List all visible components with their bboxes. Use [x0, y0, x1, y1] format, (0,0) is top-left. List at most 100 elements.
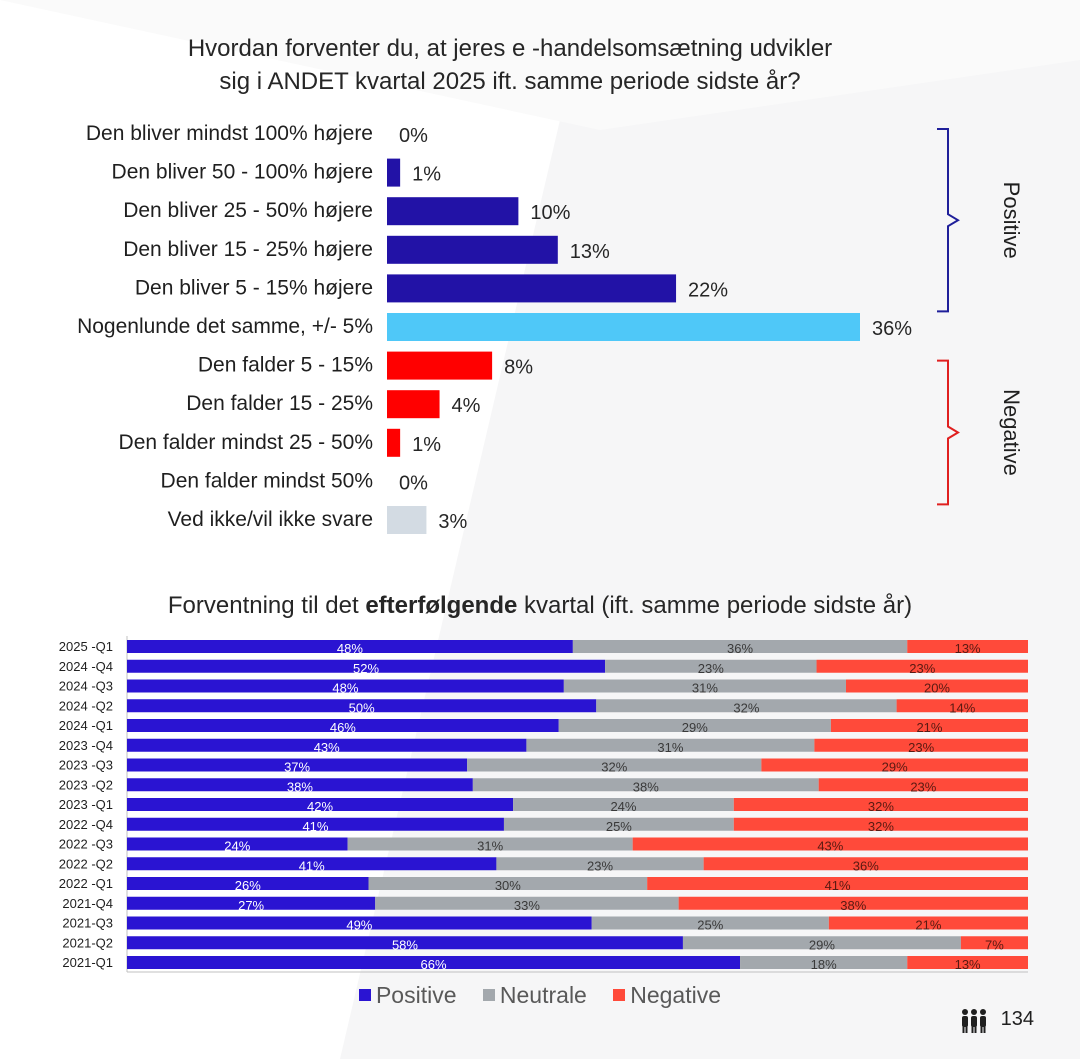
bar-segment-positive: [127, 857, 497, 871]
bar: [387, 274, 677, 303]
bar-segment-negative: [703, 857, 1028, 871]
category-label: Den bliver mindst 100% højere: [86, 122, 373, 145]
category-label: Nogenlunde det samme, +/- 5%: [77, 315, 373, 338]
bar-segment-neutrale: [591, 916, 829, 930]
bar-segment-negative: [828, 916, 1028, 930]
bar-segment-negative: [818, 778, 1028, 792]
data-label: 23%: [909, 661, 935, 676]
data-label: 1%: [412, 434, 441, 456]
legend-label-positive: Positive: [375, 982, 457, 1008]
data-label: 50%: [349, 700, 375, 715]
bar-segment-positive: [127, 640, 573, 653]
bar-segment-positive: [127, 699, 597, 713]
bar: [387, 428, 401, 457]
category-label: Den bliver 5 - 15% højere: [135, 276, 373, 299]
data-label: 20%: [924, 681, 950, 696]
bar-segment-neutrale: [558, 719, 831, 732]
data-label: 13%: [955, 641, 981, 656]
data-label: 10%: [530, 202, 570, 224]
stacked-chart-title: Forventning til det efterfølgende kvarta…: [60, 592, 1020, 620]
data-label: 31%: [657, 740, 683, 755]
data-label: 0%: [399, 472, 428, 494]
bar-segment-neutrale: [596, 699, 897, 713]
legend-swatch-positive: [358, 989, 371, 1001]
bar-segment-neutrale: [375, 896, 679, 910]
category-label: 2023 -Q3: [59, 758, 113, 773]
category-label: 2023 -Q1: [59, 797, 113, 812]
data-label: 18%: [811, 957, 837, 972]
data-label: 32%: [733, 700, 759, 715]
bar-segment-neutrale: [740, 956, 908, 969]
group-label: Negative: [999, 389, 1024, 476]
data-label: 38%: [633, 779, 659, 794]
bar-segment-neutrale: [467, 758, 762, 772]
category-label: Ved ikke/vil ikke svare: [168, 508, 373, 531]
category-label: 2022 -Q4: [59, 817, 113, 832]
data-label: 43%: [817, 839, 843, 854]
group-label: Positive: [999, 182, 1024, 259]
stacked-bar-chart: 2025 -Q1 48% 36% 13% 2024 -Q4 52% 23% 23% 2024 -…: [59, 636, 1028, 973]
data-label: 32%: [868, 799, 894, 814]
category-label: 2024 -Q1: [59, 718, 113, 733]
data-label: 41%: [302, 819, 328, 834]
data-label: 46%: [330, 720, 356, 735]
category-label: Den bliver 15 - 25% højere: [123, 238, 373, 261]
bar-segment-positive: [127, 837, 348, 851]
bar-segment-negative: [960, 936, 1028, 950]
bar-segment-neutrale: [496, 857, 704, 871]
chart-title-line-2: sig i ANDET kvartal 2025 ift. samme peri…: [219, 68, 801, 95]
data-label: 32%: [868, 819, 894, 834]
category-label: Den bliver 25 - 50% højere: [123, 199, 373, 222]
category-label: 2025 -Q1: [59, 639, 113, 654]
data-label: 21%: [915, 918, 941, 933]
data-label: 37%: [284, 760, 310, 775]
stacked-chart-title-bold: efterfølgende: [365, 592, 518, 619]
category-label: 2022 -Q1: [59, 876, 113, 891]
category-label: Den falder mindst 25 - 50%: [119, 431, 373, 454]
page-number: 134: [1000, 1008, 1034, 1030]
data-label: 43%: [314, 740, 340, 755]
stacked-chart-title-post: kvartal (ift. samme periode sidste år): [517, 592, 913, 619]
bar-segment-positive: [127, 679, 564, 693]
data-label: 23%: [698, 661, 724, 676]
data-label: 21%: [916, 720, 942, 735]
bar-segment-negative: [733, 798, 1028, 811]
data-label: 41%: [825, 878, 851, 893]
bar-segment-positive: [127, 778, 473, 792]
bar-segment-positive: [127, 738, 527, 752]
data-label: 13%: [570, 241, 610, 263]
bar-segment-negative: [761, 758, 1028, 772]
category-label: 2022 -Q2: [59, 856, 113, 871]
data-label: 23%: [587, 858, 613, 873]
data-label: 58%: [392, 937, 418, 952]
bar-segment-negative: [632, 837, 1028, 851]
bar-segment-neutrale: [368, 877, 648, 890]
data-label: 14%: [949, 700, 975, 715]
category-label: 2022 -Q3: [59, 837, 113, 852]
bar-segment-negative: [814, 738, 1028, 752]
data-label: 49%: [346, 918, 372, 933]
legend-item-positive: Positive: [358, 982, 457, 1009]
legend-label-neutral: Neutrale: [499, 982, 587, 1008]
data-label: 4%: [452, 395, 481, 417]
legend-item-neutral: Neutrale: [482, 982, 587, 1009]
bar-segment-positive: [127, 758, 468, 772]
bar-segment-neutrale: [572, 640, 908, 653]
bar-segment-negative: [816, 659, 1028, 673]
bar-segment-negative: [830, 719, 1028, 732]
data-label: 0%: [399, 125, 428, 147]
data-label: 29%: [682, 720, 708, 735]
chart-title: Hvordan forventer du, at jeres e -handel…: [110, 32, 910, 98]
bar: [387, 313, 860, 341]
category-label: 2021-Q2: [62, 935, 113, 950]
bar-segment-positive: [127, 659, 606, 673]
bar-segment-positive: [127, 956, 741, 969]
people-icon: [962, 1009, 986, 1033]
data-label: 66%: [421, 957, 447, 972]
bar: [387, 158, 401, 187]
data-label: 52%: [353, 661, 379, 676]
bar-segment-negative: [647, 877, 1028, 890]
stacked-chart-title-pre: Forventning til det: [167, 592, 366, 619]
category-label: 2024 -Q4: [59, 659, 113, 674]
